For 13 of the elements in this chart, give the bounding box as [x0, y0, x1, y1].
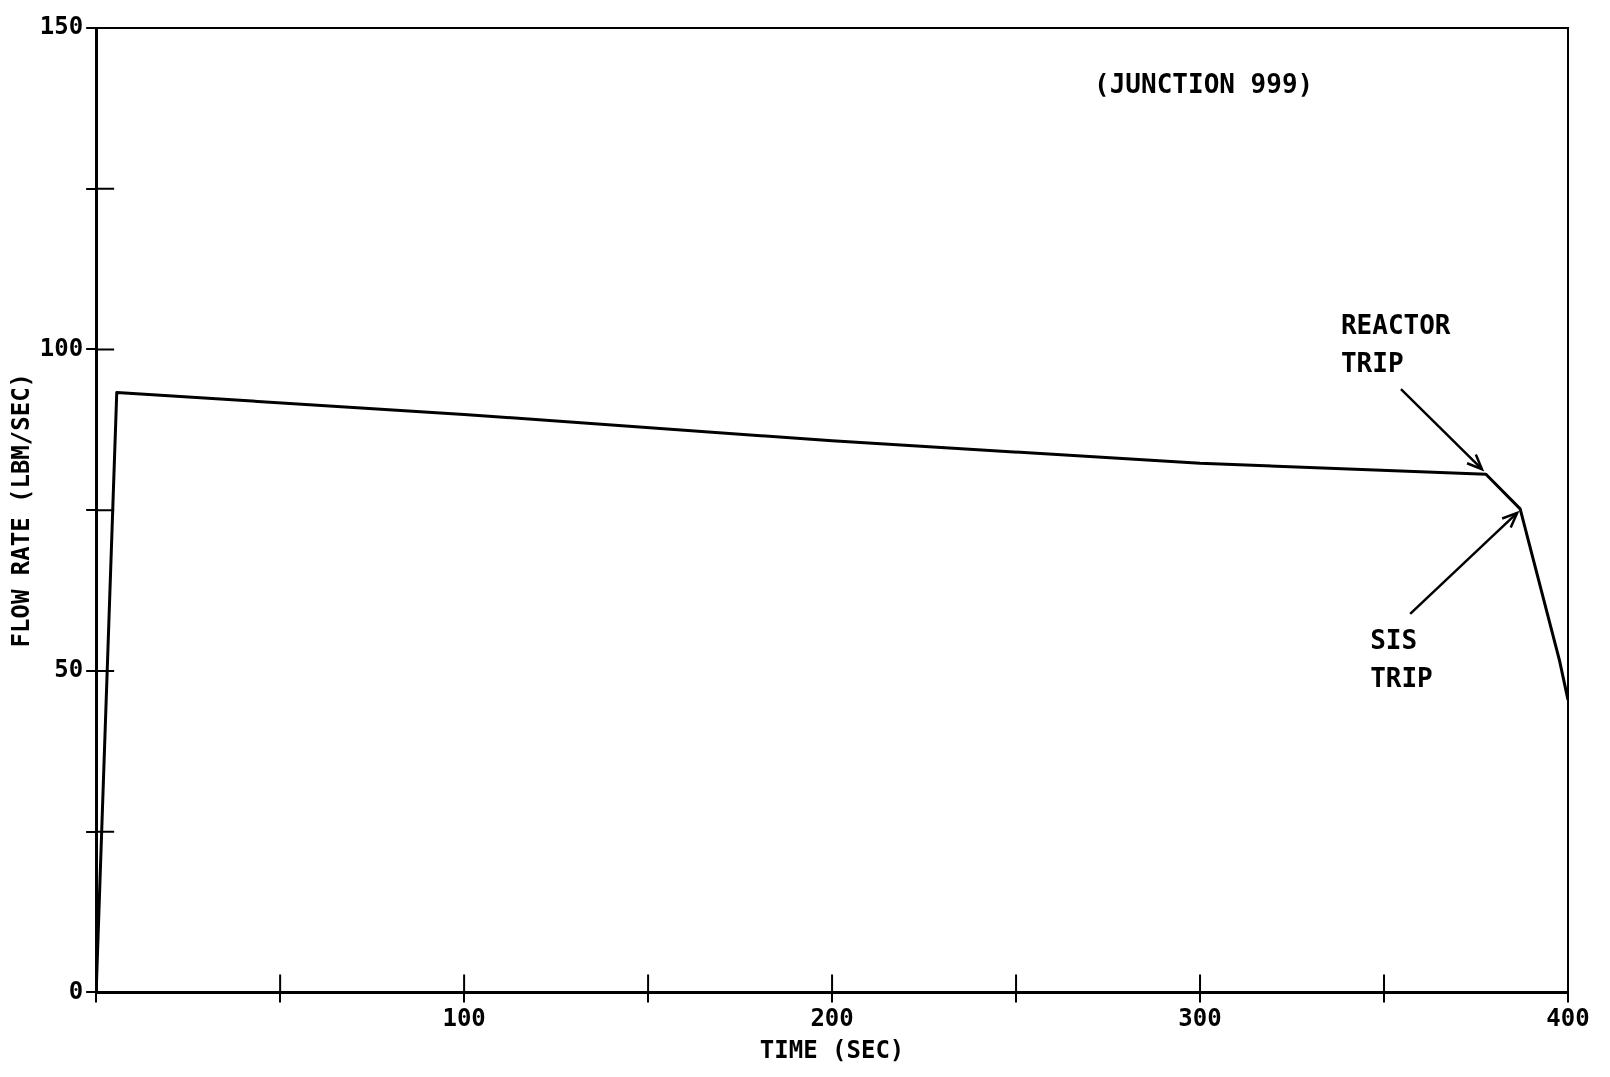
annotation: (JUNCTION 999) — [1094, 68, 1314, 99]
annotation: REACTOR TRIP — [1340, 309, 1451, 378]
x-tick-label: 200 — [810, 1004, 854, 1033]
x-tick-label: 100 — [442, 1004, 486, 1033]
annotation: SIS TRIP — [1370, 624, 1433, 693]
y-axis-title: FLOW RATE (LBM/SEC) — [6, 372, 35, 648]
y-tick-label: 50 — [54, 655, 84, 684]
y-tick-label: 0 — [68, 976, 84, 1005]
y-tick-label: 150 — [39, 12, 84, 41]
x-tick-label: 400 — [1546, 1004, 1590, 1033]
x-tick-label: 300 — [1178, 1004, 1222, 1033]
y-tick-label: 100 — [39, 333, 84, 362]
x-axis-title: TIME (SEC) — [759, 1035, 905, 1064]
